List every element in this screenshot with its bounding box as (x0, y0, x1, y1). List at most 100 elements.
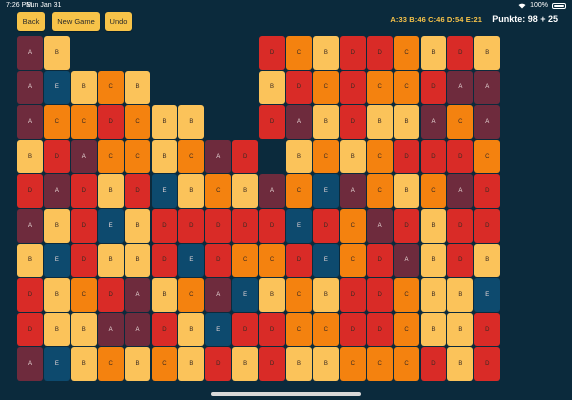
tile[interactable]: B (312, 347, 339, 381)
tile[interactable]: D (447, 36, 474, 70)
tile[interactable]: D (151, 209, 178, 243)
tile[interactable]: A (124, 312, 151, 347)
tile[interactable]: C (366, 70, 393, 105)
tile[interactable]: B (447, 312, 474, 347)
tile[interactable]: C (43, 105, 70, 139)
tile[interactable]: B (420, 209, 447, 243)
tile[interactable]: C (393, 70, 420, 105)
tile[interactable]: B (70, 347, 97, 381)
tile[interactable]: D (43, 139, 70, 174)
tile[interactable]: E (178, 243, 205, 278)
tile[interactable]: B (259, 278, 285, 312)
tile[interactable]: C (124, 105, 151, 139)
tile[interactable]: D (366, 312, 393, 347)
tile[interactable]: C (339, 209, 366, 243)
tile[interactable]: C (339, 347, 366, 381)
tile[interactable]: D (447, 243, 474, 278)
tile[interactable]: C (124, 139, 151, 174)
tile[interactable]: D (339, 312, 366, 347)
tile[interactable]: B (393, 174, 420, 208)
tile[interactable]: D (366, 243, 393, 278)
tile[interactable]: D (393, 139, 420, 174)
tile[interactable]: D (17, 174, 43, 208)
tile[interactable]: E (312, 174, 339, 208)
tile[interactable]: C (151, 347, 178, 381)
tile[interactable]: D (312, 209, 339, 243)
tile[interactable]: B (447, 278, 474, 312)
tile[interactable]: D (17, 312, 43, 347)
tile[interactable]: A (339, 174, 366, 208)
undo-button[interactable]: Undo (105, 12, 132, 31)
tile[interactable]: D (447, 139, 474, 174)
tile[interactable]: D (259, 36, 285, 70)
tile[interactable]: D (232, 139, 259, 174)
tile[interactable]: D (70, 174, 97, 208)
tile[interactable]: D (151, 243, 178, 278)
tile[interactable]: C (97, 139, 124, 174)
tile[interactable]: D (205, 347, 232, 381)
tile[interactable]: B (447, 347, 474, 381)
tile[interactable]: A (43, 174, 70, 208)
tile[interactable]: B (232, 347, 259, 381)
tile[interactable]: B (366, 105, 393, 139)
tile[interactable]: B (178, 105, 205, 139)
tile[interactable]: D (474, 174, 501, 208)
tile[interactable]: B (393, 105, 420, 139)
tile[interactable]: B (312, 36, 339, 70)
tile[interactable]: C (70, 278, 97, 312)
tile[interactable]: B (43, 209, 70, 243)
tile[interactable]: D (232, 312, 259, 347)
tile[interactable]: A (17, 36, 43, 70)
tile[interactable]: D (70, 243, 97, 278)
tile[interactable]: D (286, 243, 312, 278)
tile[interactable]: D (259, 347, 285, 381)
tile[interactable]: B (259, 70, 285, 105)
tile[interactable]: B (474, 243, 501, 278)
tile[interactable]: B (232, 174, 259, 208)
tile[interactable]: B (339, 139, 366, 174)
tile[interactable]: B (43, 312, 70, 347)
tile[interactable]: C (366, 347, 393, 381)
tile[interactable]: E (151, 174, 178, 208)
tile[interactable]: C (312, 70, 339, 105)
tile[interactable]: D (259, 105, 285, 139)
tile[interactable]: E (474, 278, 501, 312)
tile[interactable]: C (393, 278, 420, 312)
tile[interactable]: B (420, 278, 447, 312)
tile[interactable]: E (97, 209, 124, 243)
tile[interactable]: D (17, 278, 43, 312)
tile[interactable]: C (393, 347, 420, 381)
tile[interactable]: D (474, 209, 501, 243)
tile[interactable]: D (259, 209, 285, 243)
tile[interactable]: A (474, 105, 501, 139)
tile[interactable]: D (97, 278, 124, 312)
tile[interactable]: B (97, 243, 124, 278)
tile[interactable]: A (447, 70, 474, 105)
tile[interactable]: B (420, 312, 447, 347)
tile[interactable]: D (124, 174, 151, 208)
tile[interactable]: A (124, 278, 151, 312)
tile[interactable]: D (447, 209, 474, 243)
tile[interactable]: E (43, 347, 70, 381)
tile[interactable]: A (205, 278, 232, 312)
tile[interactable]: B (286, 347, 312, 381)
tile[interactable]: A (97, 312, 124, 347)
tile[interactable]: B (70, 312, 97, 347)
tile[interactable]: C (312, 312, 339, 347)
tile[interactable]: E (286, 209, 312, 243)
tile[interactable]: A (17, 347, 43, 381)
tile[interactable]: C (286, 278, 312, 312)
tile[interactable]: D (393, 209, 420, 243)
tile[interactable]: C (286, 174, 312, 208)
tile[interactable]: B (420, 243, 447, 278)
tile[interactable]: C (97, 347, 124, 381)
tile[interactable]: D (232, 209, 259, 243)
tile[interactable]: D (259, 312, 285, 347)
tile[interactable]: A (447, 174, 474, 208)
tile[interactable]: C (393, 312, 420, 347)
tile[interactable]: B (97, 174, 124, 208)
tile[interactable]: B (151, 139, 178, 174)
tile[interactable]: D (420, 70, 447, 105)
tile[interactable]: C (70, 105, 97, 139)
tile[interactable]: B (286, 139, 312, 174)
